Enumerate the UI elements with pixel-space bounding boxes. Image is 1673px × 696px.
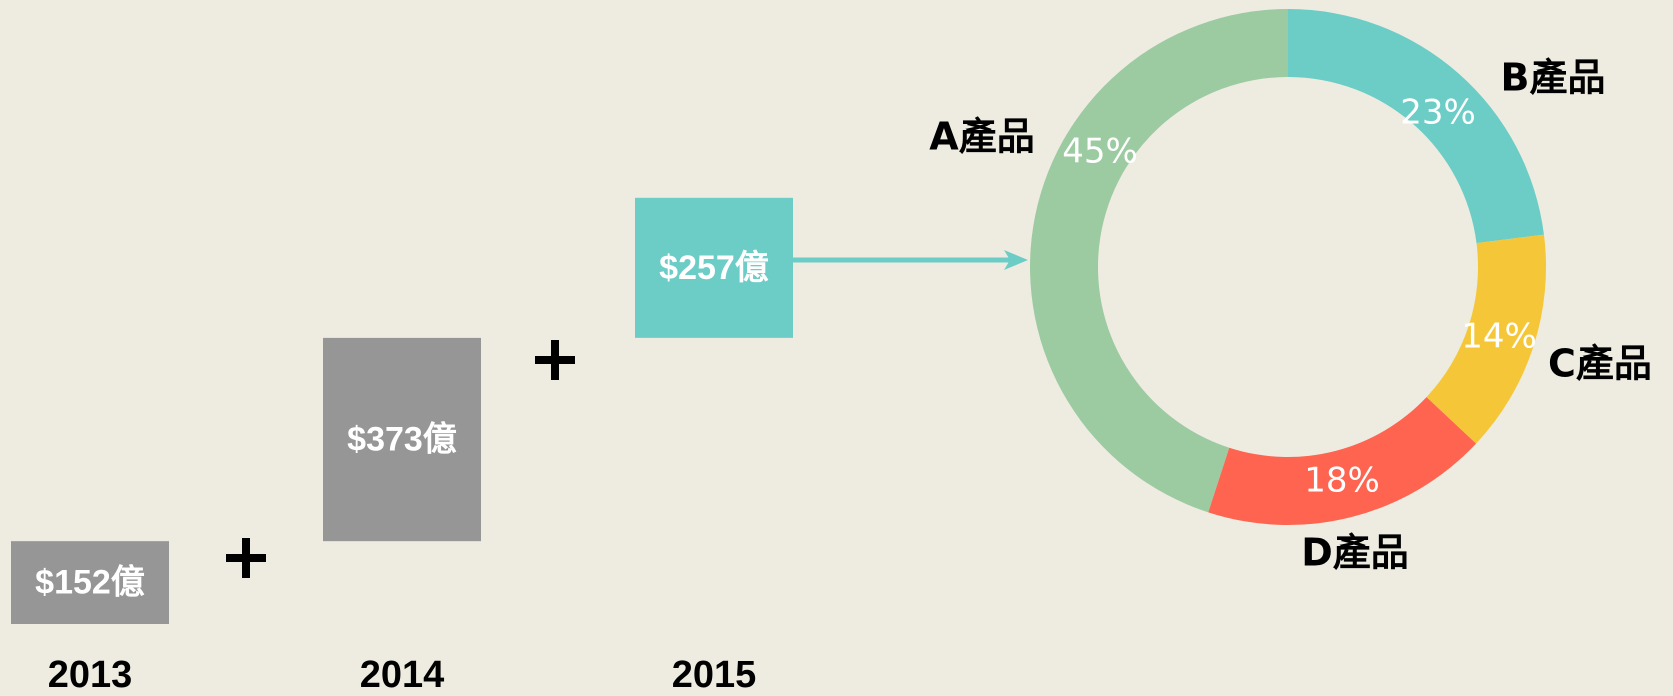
value-label: 18% xyxy=(1304,461,1380,501)
value-label: 14% xyxy=(1461,317,1537,357)
donut-slice xyxy=(1030,9,1288,513)
value-label: 45% xyxy=(1062,132,1138,172)
x-tick-label: 2015 xyxy=(672,654,757,696)
bar xyxy=(11,541,169,624)
arrow xyxy=(791,250,1028,270)
donut-slice xyxy=(1208,397,1477,525)
donut-slice xyxy=(1426,234,1546,444)
value-label: $152億 xyxy=(35,564,145,602)
category-label: D產品 xyxy=(1301,531,1409,575)
value-label: $373億 xyxy=(347,421,457,459)
value-label: $257億 xyxy=(659,249,769,287)
category-label: A產品 xyxy=(929,115,1034,159)
bar xyxy=(323,337,481,542)
value-label: 23% xyxy=(1400,93,1476,133)
x-tick-label: 2014 xyxy=(360,654,445,696)
plus-sign xyxy=(535,340,575,380)
bar xyxy=(635,197,793,338)
donut-slice xyxy=(1288,9,1544,244)
plus-sign xyxy=(226,538,266,578)
category-label: B產品 xyxy=(1501,56,1606,100)
category-label: C產品 xyxy=(1548,342,1652,386)
x-tick-label: 2013 xyxy=(48,654,133,696)
